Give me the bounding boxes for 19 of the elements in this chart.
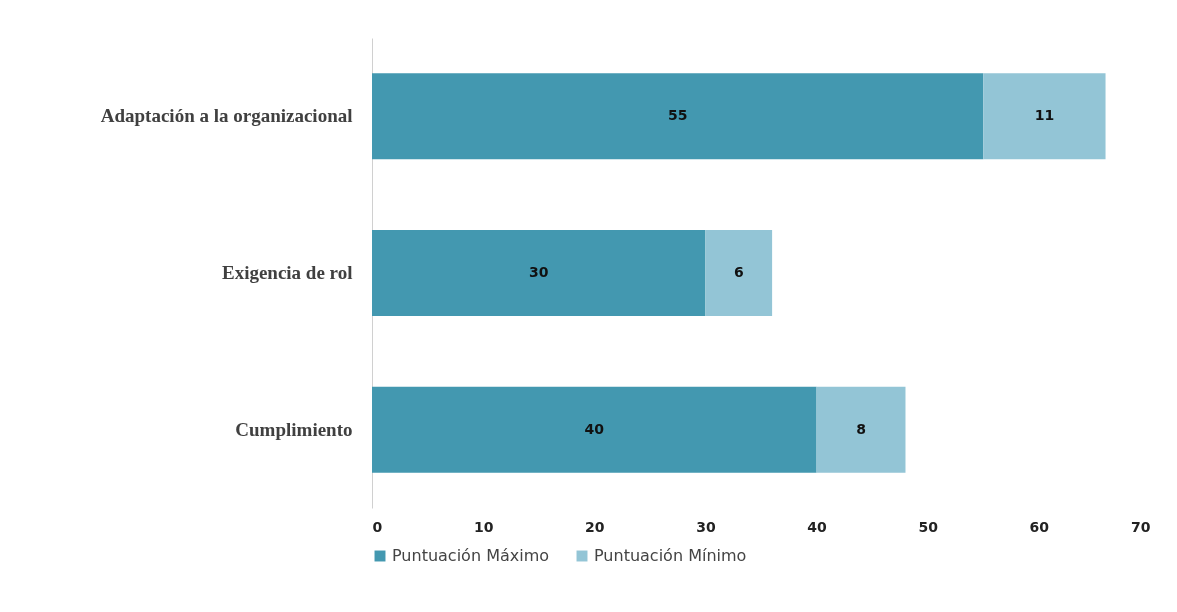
data-label: 30 (528, 264, 549, 280)
x-tick-label: 20 (585, 518, 605, 535)
x-tick-label: 30 (696, 518, 716, 535)
y-tick-label: Adaptación a la organizacional (100, 105, 353, 127)
data-label: 40 (584, 420, 605, 437)
x-tick-label: 10 (473, 518, 494, 535)
legend-label: Puntuación Máximo (392, 546, 550, 565)
x-tick-label: 50 (918, 518, 939, 535)
x-tick-label: 0 (372, 518, 383, 535)
data-label: 55 (667, 107, 688, 124)
x-tick-label: 60 (1029, 518, 1050, 535)
x-tick-label: 40 (807, 518, 828, 535)
y-tick-label: Exigencia de rol (221, 262, 353, 283)
data-label: 8 (856, 420, 866, 437)
x-tick-label: 70 (1131, 518, 1151, 535)
legend-label: Puntuación Mínimo (594, 546, 747, 565)
data-label: 6 (733, 264, 744, 280)
data-label: 11 (1034, 107, 1055, 124)
y-tick-label: Cumplimiento (235, 418, 353, 440)
